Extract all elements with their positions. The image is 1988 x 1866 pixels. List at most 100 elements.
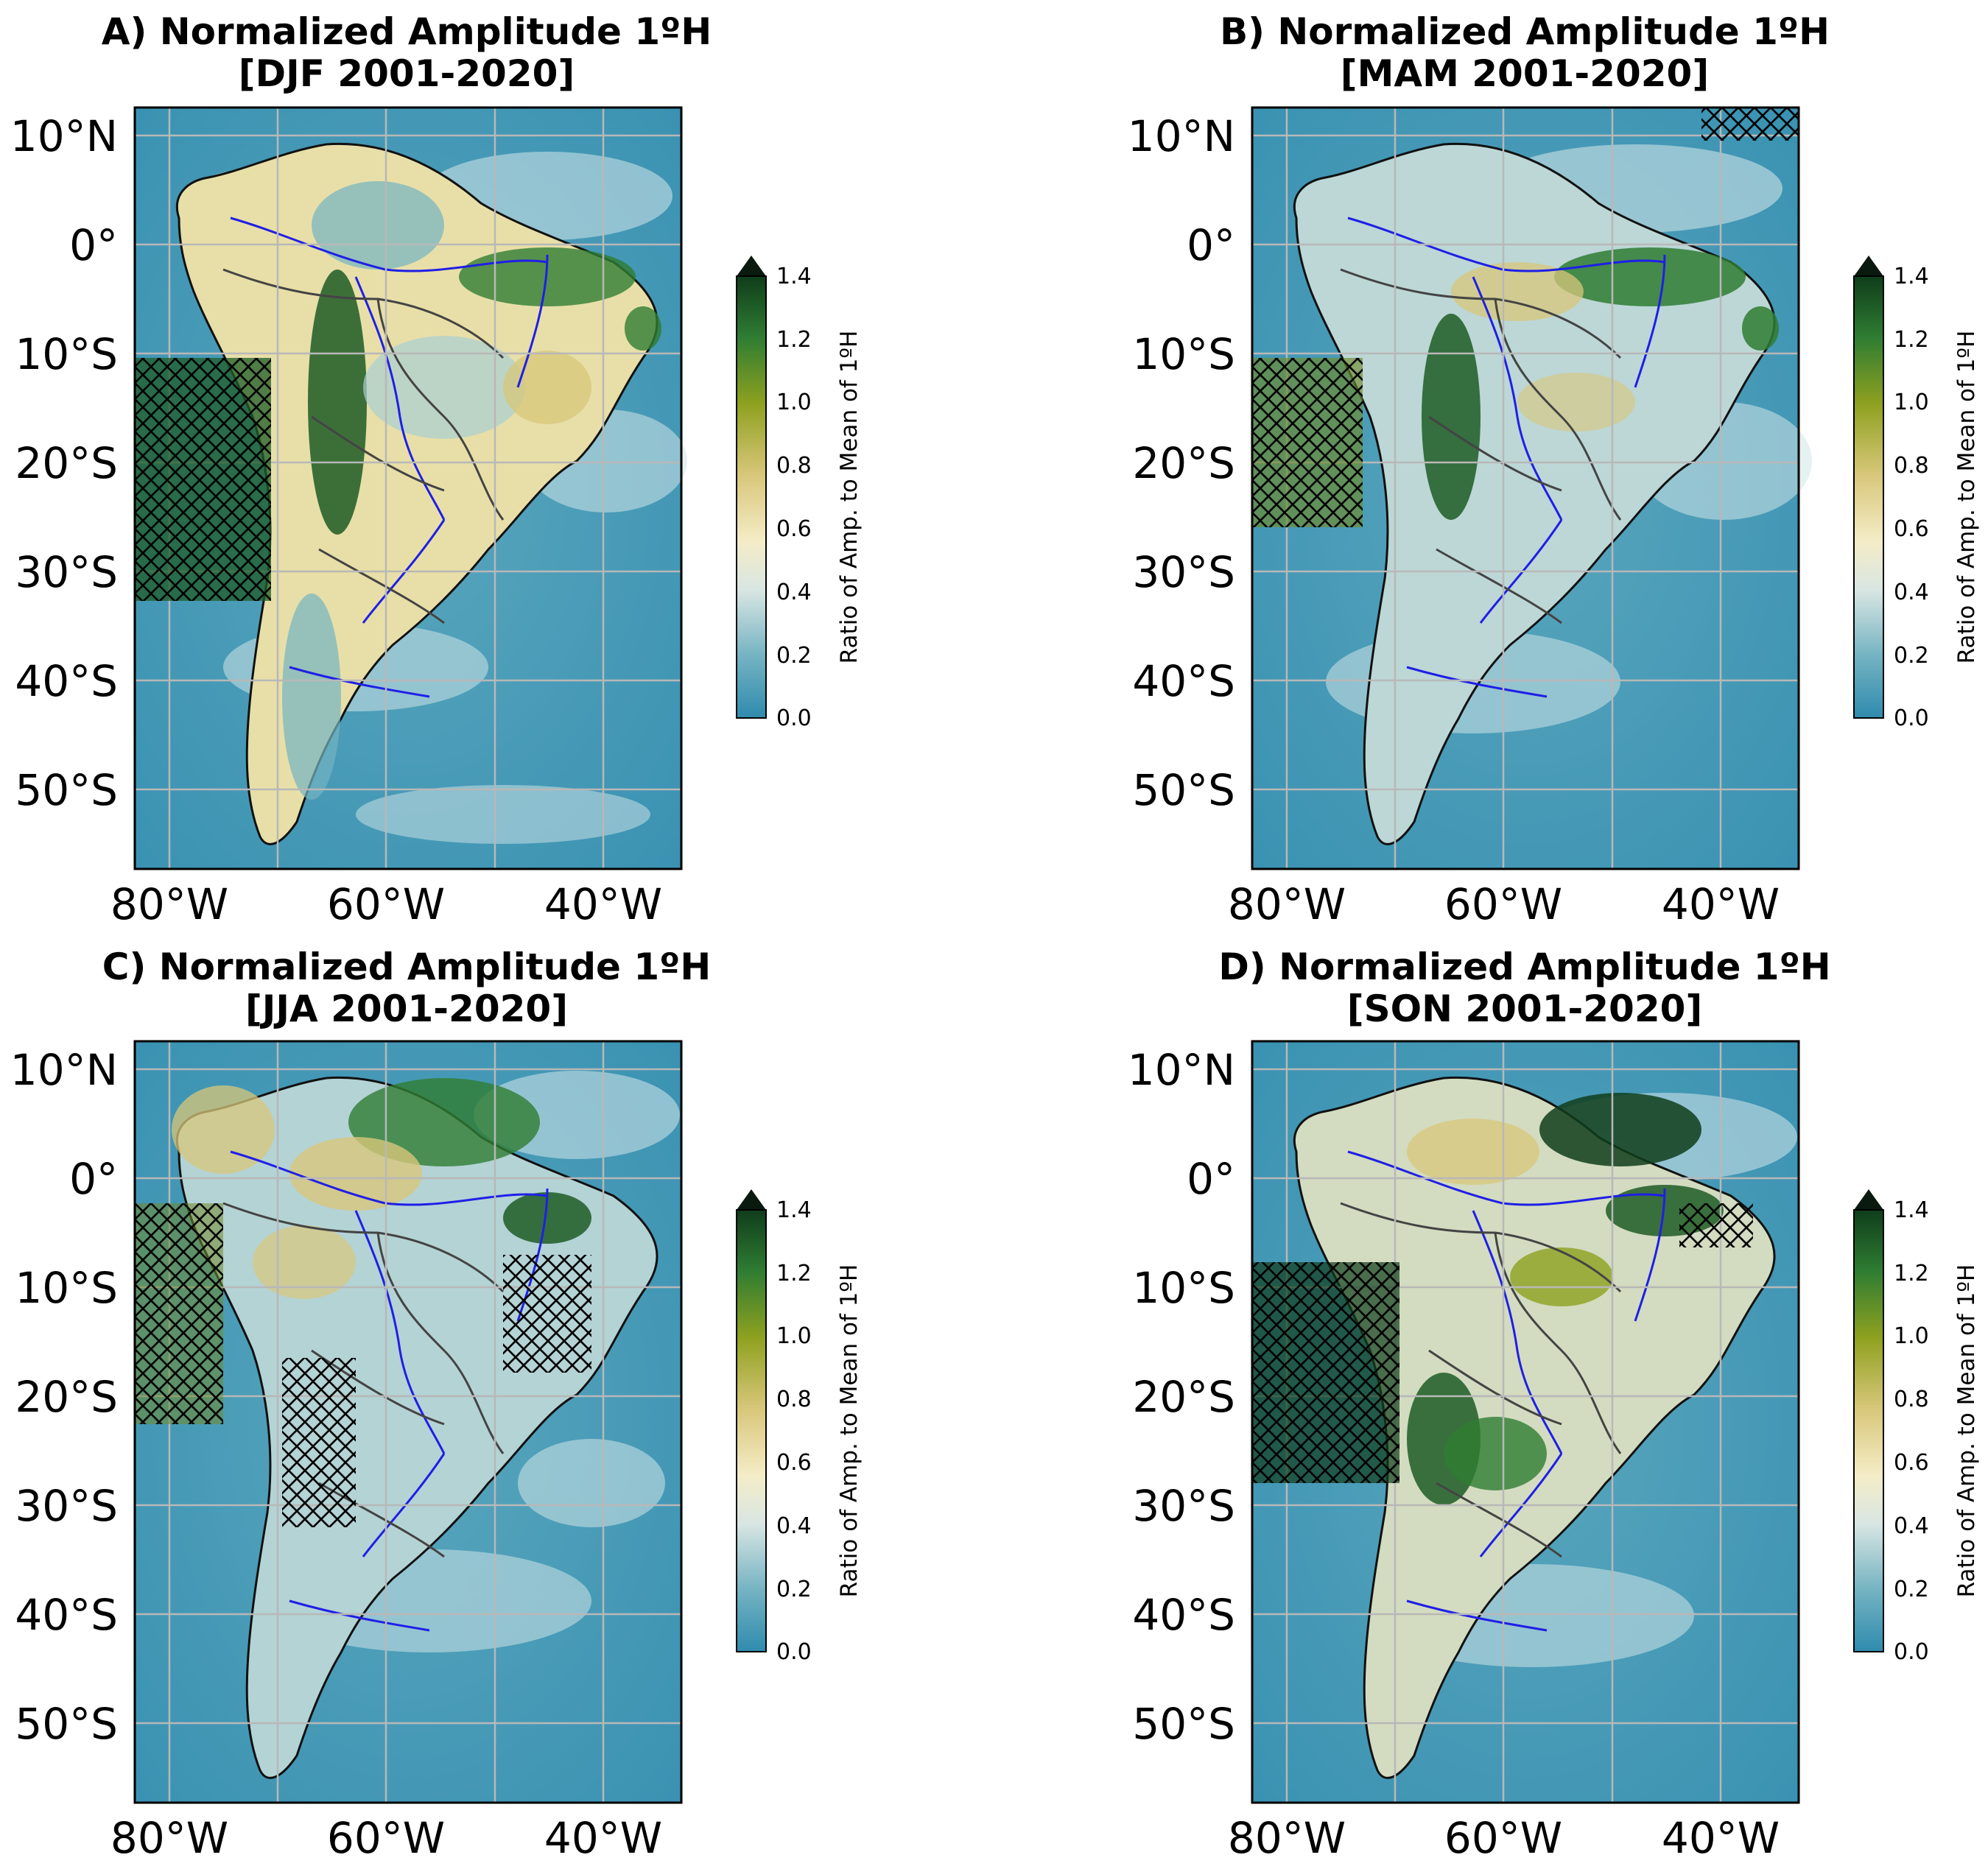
colorbar-ticks: 0.0 0.2 0.4 0.6 0.8 1.0 1.2 1.4 — [1894, 1197, 1929, 1665]
cb-tick: 0.6 — [1894, 516, 1929, 542]
cb-tick: 0.4 — [776, 1513, 812, 1539]
colorbar-label: Ratio of Amp. to Mean of 1ºH — [836, 1264, 863, 1598]
panel-d-lat-labels: 10°N 0° 10°S 20°S 30°S 40°S 50°S — [1128, 1045, 1235, 1749]
lat-label: 50°S — [1132, 765, 1235, 815]
colorbar-body — [736, 275, 767, 719]
lat-label: 10°S — [1132, 1263, 1235, 1313]
panel-c-lat-labels: 10°N 0° 10°S 20°S 30°S 40°S 50°S — [10, 1045, 118, 1749]
rivers — [230, 216, 549, 698]
cb-tick: 1.4 — [776, 264, 812, 289]
lat-label: 20°S — [1132, 1372, 1235, 1422]
colorbar-body — [736, 1209, 767, 1652]
cb-tick: 0.6 — [776, 516, 812, 542]
panel-d-map — [1251, 1040, 1800, 1804]
cb-tick: 1.0 — [776, 390, 812, 415]
cb-tick: 0.0 — [1894, 705, 1929, 731]
panel-a: A) Normalized Amplitude 1ºH [DJF 2001-20… — [10, 10, 863, 929]
cb-tick: 0.0 — [776, 1639, 812, 1665]
lat-label: 0° — [1187, 1154, 1235, 1204]
lat-label: 10°N — [1128, 1045, 1235, 1095]
significance-hatching — [1252, 1262, 1399, 1483]
lat-label: 40°S — [1132, 656, 1235, 706]
lat-label: 50°S — [1132, 1699, 1235, 1749]
lat-label: 50°S — [15, 1699, 118, 1749]
panel-b-title-line1: B) Normalized Amplitude 1ºH — [1220, 10, 1830, 53]
lat-label: 20°S — [15, 438, 118, 488]
significance-hatching-east — [1679, 1203, 1753, 1247]
cb-tick: 1.2 — [776, 1261, 812, 1286]
panel-d-colorbar: 0.0 0.2 0.4 0.6 0.8 1.0 1.2 1.4 Ratio of… — [1853, 1189, 1980, 1665]
colorbar-extend-arrow — [737, 256, 766, 276]
significance-hatching — [1252, 358, 1363, 527]
panel-d: D) Normalized Amplitude 1ºH [SON 2001-20… — [1128, 946, 1980, 1863]
significance-hatching-ne — [1701, 108, 1799, 141]
panel-d-title-line2: [SON 2001-2020] — [1347, 987, 1703, 1030]
lat-label: 40°S — [15, 1590, 118, 1640]
map-frame — [1251, 1040, 1800, 1804]
panel-c-title-line2: [JJA 2001-2020] — [245, 987, 568, 1030]
colorbar-label: Ratio of Amp. to Mean of 1ºH — [1953, 1264, 1980, 1598]
panel-d-lon-labels: 80°W 60°W 40°W — [1228, 1813, 1780, 1863]
amplitude-patches — [172, 1078, 591, 1299]
significance-hatching-east — [503, 1255, 591, 1373]
panel-c-colorbar: 0.0 0.2 0.4 0.6 0.8 1.0 1.2 1.4 Ratio of… — [736, 1189, 863, 1665]
cb-tick: 1.4 — [1894, 1197, 1929, 1223]
cb-tick: 1.0 — [776, 1323, 812, 1349]
significance-hatching-andes — [282, 1358, 356, 1527]
cb-tick: 0.8 — [1894, 1387, 1929, 1412]
lat-label: 20°S — [1132, 438, 1235, 488]
lon-label: 60°W — [1444, 1813, 1562, 1863]
colorbar-label: Ratio of Amp. to Mean of 1ºH — [836, 331, 863, 664]
lon-label: 40°W — [1662, 879, 1780, 929]
amplitude-patches — [1407, 1093, 1724, 1505]
lat-label: 10°S — [15, 329, 118, 379]
lat-label: 10°S — [15, 1263, 118, 1313]
cb-tick: 0.2 — [1894, 643, 1929, 669]
significance-hatching — [135, 1203, 223, 1424]
cb-tick: 1.0 — [1894, 390, 1929, 415]
lat-label: 0° — [1187, 220, 1235, 270]
lon-label: 60°W — [327, 1813, 445, 1863]
amplitude-patches — [1422, 247, 1779, 520]
cb-tick: 0.2 — [776, 1577, 812, 1602]
panel-b-colorbar: 0.0 0.2 0.4 0.6 0.8 1.0 1.2 1.4 Ratio of… — [1853, 256, 1980, 731]
colorbar-ticks: 0.0 0.2 0.4 0.6 0.8 1.0 1.2 1.4 — [776, 1197, 812, 1665]
lon-label: 80°W — [110, 879, 228, 929]
cb-tick: 1.2 — [1894, 1261, 1929, 1286]
panel-b-lon-labels: 80°W 60°W 40°W — [1228, 879, 1780, 929]
lon-label: 80°W — [1228, 879, 1346, 929]
cb-tick: 1.2 — [1894, 327, 1929, 353]
rivers — [1347, 1150, 1666, 1632]
lat-label: 10°S — [1132, 329, 1235, 379]
cb-tick: 0.8 — [776, 1387, 812, 1412]
colorbar-label: Ratio of Amp. to Mean of 1ºH — [1953, 331, 1980, 664]
lat-label: 30°S — [1132, 1481, 1235, 1531]
cb-tick: 1.2 — [776, 327, 812, 353]
colorbar-extend-arrow — [737, 1189, 766, 1210]
significance-hatching — [135, 358, 271, 601]
borders — [1340, 1202, 1622, 1558]
colorbar-extend-arrow — [1854, 256, 1883, 276]
cb-tick: 0.0 — [1894, 1639, 1929, 1665]
panel-a-map — [133, 106, 687, 870]
lat-label: 30°S — [15, 1481, 118, 1531]
lat-label: 10°N — [1128, 111, 1235, 161]
colorbar-ticks: 0.0 0.2 0.4 0.6 0.8 1.0 1.2 1.4 — [1894, 264, 1929, 731]
lat-label: 0° — [69, 1154, 118, 1204]
panel-a-lon-labels: 80°W 60°W 40°W — [110, 879, 662, 929]
gridlines — [1252, 1041, 1799, 1803]
cb-tick: 0.6 — [1894, 1450, 1929, 1476]
lat-label: 30°S — [15, 547, 118, 597]
lat-label: 10°N — [10, 111, 118, 161]
lon-label: 40°W — [544, 1813, 662, 1863]
panel-b-map — [1251, 106, 1812, 870]
lat-label: 40°S — [1132, 1590, 1235, 1640]
panel-b-title-line2: [MAM 2001-2020] — [1341, 52, 1709, 95]
panel-c: C) Normalized Amplitude 1ºH [JJA 2001-20… — [10, 946, 863, 1863]
lon-label: 60°W — [1444, 879, 1562, 929]
cb-tick: 0.6 — [776, 1450, 812, 1476]
lon-label: 80°W — [110, 1813, 228, 1863]
cb-tick: 0.4 — [1894, 1513, 1929, 1539]
cb-tick: 0.2 — [1894, 1577, 1929, 1602]
